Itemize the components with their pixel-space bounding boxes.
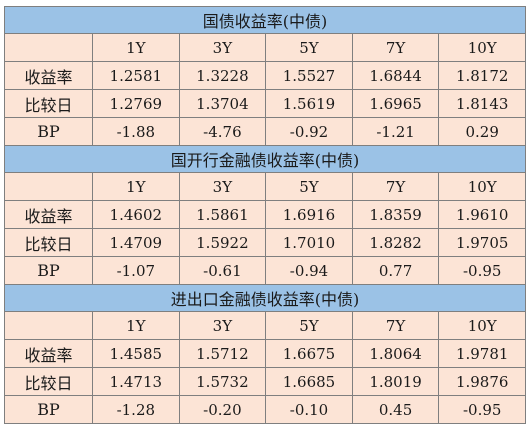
header-5y: 5Y <box>265 311 353 340</box>
row-label: 比较日 <box>4 228 93 257</box>
table-cell: -1.07 <box>92 256 180 285</box>
header-7y: 7Y <box>351 311 440 340</box>
table-cell: 1.4713 <box>92 367 180 396</box>
row-label: BP <box>4 256 93 285</box>
table-row: 收益率 1.2581 1.3228 1.5527 1.6844 1.8172 <box>4 61 527 90</box>
table-row: 比较日 1.4709 1.5922 1.7010 1.8282 1.9705 <box>4 228 527 257</box>
header-3y: 3Y <box>178 33 267 62</box>
table-row: BP -1.88 -4.76 -0.92 -1.21 0.29 <box>4 117 527 146</box>
table-cell: 1.2769 <box>92 89 180 118</box>
header-10y: 10Y <box>438 311 527 340</box>
table-cell: -1.21 <box>351 117 440 146</box>
table-cell: 1.8172 <box>438 61 527 90</box>
table-cell: -0.95 <box>438 395 527 424</box>
header-3y: 3Y <box>178 311 267 340</box>
row-label: 比较日 <box>4 89 93 118</box>
table-cell: 1.4709 <box>92 228 180 257</box>
section-title-row: 进出口金融债收益率(中债) <box>3 284 527 312</box>
table-cell: -0.20 <box>178 395 267 424</box>
section-title-row: 国开行金融债收益率(中债) <box>3 145 527 173</box>
table-cell: 1.6685 <box>265 367 353 396</box>
table-row: 收益率 1.4602 1.5861 1.6916 1.8359 1.9610 <box>4 200 527 229</box>
row-label: 收益率 <box>4 61 93 90</box>
row-label: BP <box>4 395 93 424</box>
table-cell: 1.8143 <box>438 89 527 118</box>
header-corner <box>4 311 93 340</box>
tenor-header-row: 1Y 3Y 5Y 7Y 10Y <box>4 311 527 340</box>
table-cell: 1.4602 <box>92 200 180 229</box>
table-cell: 1.9781 <box>438 339 527 368</box>
table-cell: -0.94 <box>265 256 353 285</box>
table-cell: 1.6916 <box>265 200 353 229</box>
table-row: 比较日 1.4713 1.5732 1.6685 1.8019 1.9876 <box>4 367 527 396</box>
table-cell: 1.5922 <box>178 228 267 257</box>
table-cell: 1.5712 <box>178 339 267 368</box>
table-cell: 1.5619 <box>265 89 353 118</box>
table-cell: -0.61 <box>178 256 267 285</box>
table-cell: 1.8019 <box>351 367 440 396</box>
table-cell: 1.8064 <box>351 339 440 368</box>
table-cell: 1.9705 <box>438 228 527 257</box>
row-label: 收益率 <box>4 339 93 368</box>
header-7y: 7Y <box>351 172 440 201</box>
header-3y: 3Y <box>178 172 267 201</box>
table-cell: 0.77 <box>351 256 440 285</box>
table-cell: -1.88 <box>92 117 180 146</box>
tenor-header-row: 1Y 3Y 5Y 7Y 10Y <box>4 33 527 62</box>
table-cell: 1.4585 <box>92 339 180 368</box>
table-cell: 1.8359 <box>351 200 440 229</box>
table-cell: 1.5527 <box>265 61 353 90</box>
table-row: BP -1.28 -0.20 -0.10 0.45 -0.95 <box>4 395 527 424</box>
section-title-treasury: 国债收益率(中债) <box>3 6 527 34</box>
header-5y: 5Y <box>265 33 353 62</box>
header-1y: 1Y <box>92 311 180 340</box>
header-7y: 7Y <box>351 33 440 62</box>
table-cell: 1.6965 <box>351 89 440 118</box>
table-row: 比较日 1.2769 1.3704 1.5619 1.6965 1.8143 <box>4 89 527 118</box>
table-cell: 1.7010 <box>265 228 353 257</box>
header-5y: 5Y <box>265 172 353 201</box>
bond-yield-document: 国债收益率(中债) 1Y 3Y 5Y 7Y 10Y 收益率 1.2581 1.3… <box>3 6 527 424</box>
table-cell: 0.45 <box>351 395 440 424</box>
header-10y: 10Y <box>438 172 527 201</box>
table-cell: 1.9876 <box>438 367 527 396</box>
row-label: 收益率 <box>4 200 93 229</box>
header-corner <box>4 172 93 201</box>
table-cell: -4.76 <box>178 117 267 146</box>
header-1y: 1Y <box>92 33 180 62</box>
table-cell: 0.29 <box>438 117 527 146</box>
table-row: 收益率 1.4585 1.5712 1.6675 1.8064 1.9781 <box>4 339 527 368</box>
table-cell: -0.92 <box>265 117 353 146</box>
row-label: 比较日 <box>4 367 93 396</box>
table-cell: 1.9610 <box>438 200 527 229</box>
table-row: BP -1.07 -0.61 -0.94 0.77 -0.95 <box>4 256 527 285</box>
section-title-row: 国债收益率(中债) <box>3 6 527 34</box>
table-cell: -1.28 <box>92 395 180 424</box>
table-cell: -0.95 <box>438 256 527 285</box>
table-cell: 1.6844 <box>351 61 440 90</box>
table-cell: 1.5861 <box>178 200 267 229</box>
table-cell: -0.10 <box>265 395 353 424</box>
header-1y: 1Y <box>92 172 180 201</box>
table-cell: 1.6675 <box>265 339 353 368</box>
row-label: BP <box>4 117 93 146</box>
section-title-cdb: 国开行金融债收益率(中债) <box>3 145 527 173</box>
table-cell: 1.3228 <box>178 61 267 90</box>
section-title-exim: 进出口金融债收益率(中债) <box>3 284 527 312</box>
table-cell: 1.3704 <box>178 89 267 118</box>
tenor-header-row: 1Y 3Y 5Y 7Y 10Y <box>4 172 527 201</box>
table-cell: 1.8282 <box>351 228 440 257</box>
bond-yield-table: 国债收益率(中债) 1Y 3Y 5Y 7Y 10Y 收益率 1.2581 1.3… <box>3 6 527 424</box>
header-10y: 10Y <box>438 33 527 62</box>
header-corner <box>4 33 93 62</box>
table-cell: 1.2581 <box>92 61 180 90</box>
table-cell: 1.5732 <box>178 367 267 396</box>
